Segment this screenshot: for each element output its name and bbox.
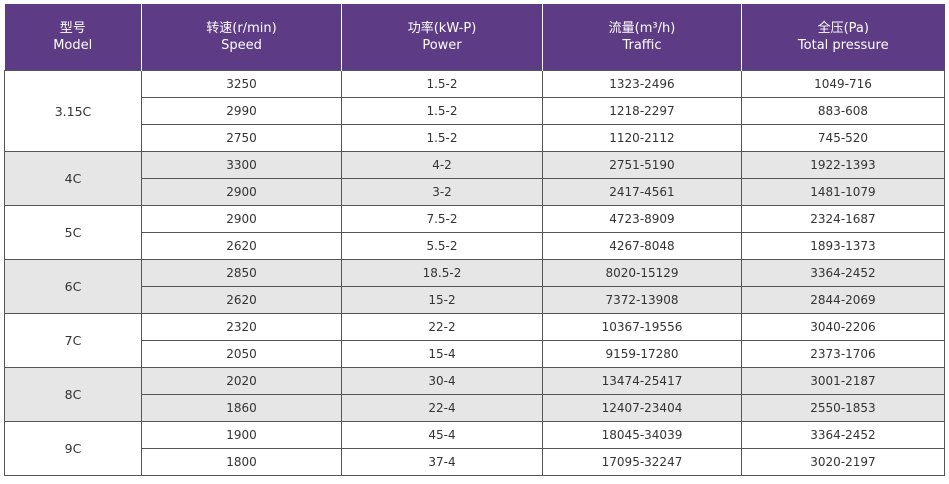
traffic-cell: 8020-15129 <box>542 259 742 287</box>
traffic-cell: 10367-19556 <box>542 313 742 341</box>
power-cell: 45-4 <box>341 421 543 449</box>
speed-cell: 3300 <box>141 151 342 179</box>
pressure-cell: 3364-2452 <box>741 259 945 287</box>
speed-cell: 2050 <box>141 340 342 368</box>
power-cell: 15-4 <box>341 340 543 368</box>
power-cell: 37-4 <box>341 448 543 476</box>
pressure-cell: 2844-2069 <box>741 286 945 314</box>
pressure-cell: 2373-1706 <box>741 340 945 368</box>
header-speed-cn: 转速(r/min) <box>206 21 277 36</box>
traffic-cell: 2417-4561 <box>542 178 742 206</box>
table-row: 2620 5.5-2 4267-8048 1893-1373 <box>5 232 945 260</box>
header-speed: 转速(r/min) Speed <box>141 4 342 71</box>
pressure-cell: 3040-2206 <box>741 313 945 341</box>
speed-cell: 2620 <box>141 286 342 314</box>
traffic-cell: 2751-5190 <box>542 151 742 179</box>
model-cell: 8C <box>4 367 142 422</box>
traffic-cell: 4723-8909 <box>542 205 742 233</box>
power-cell: 30-4 <box>341 367 543 395</box>
speed-cell: 1800 <box>141 448 342 476</box>
header-power: 功率(kW-P) Power <box>341 4 543 71</box>
table-row: 6C 2850 18.5-2 8020-15129 3364-2452 <box>4 259 945 314</box>
table-row: 8C 2020 30-4 13474-25417 3001-2187 <box>4 367 945 422</box>
table-row: 2990 1.5-2 1218-2297 883-608 <box>5 97 945 125</box>
traffic-cell: 13474-25417 <box>542 367 742 395</box>
header-row: 型号 Model 转速(r/min) Speed 功率(kW-P) Power … <box>4 4 945 71</box>
model-cell: 7C <box>4 313 142 368</box>
traffic-cell: 7372-13908 <box>542 286 742 314</box>
traffic-cell: 17095-32247 <box>542 448 742 476</box>
traffic-cell: 18045-34039 <box>542 421 742 449</box>
header-model: 型号 Model <box>4 4 142 71</box>
speed-cell: 2900 <box>141 205 342 233</box>
power-cell: 4-2 <box>341 151 543 179</box>
power-cell: 22-2 <box>341 313 543 341</box>
power-cell: 15-2 <box>341 286 543 314</box>
table-row: 2620 15-2 7372-13908 2844-2069 <box>5 286 945 314</box>
pressure-cell: 883-608 <box>741 97 945 125</box>
pressure-cell: 2324-1687 <box>741 205 945 233</box>
speed-cell: 2020 <box>141 367 342 395</box>
traffic-cell: 1218-2297 <box>542 97 742 125</box>
table-row: 2050 15-4 9159-17280 2373-1706 <box>5 340 945 368</box>
traffic-cell: 9159-17280 <box>542 340 742 368</box>
power-cell: 7.5-2 <box>341 205 543 233</box>
speed-cell: 2850 <box>141 259 342 287</box>
speed-cell: 1900 <box>141 421 342 449</box>
power-cell: 18.5-2 <box>341 259 543 287</box>
power-cell: 22-4 <box>341 394 543 422</box>
speed-cell: 2750 <box>141 124 342 152</box>
header-traffic: 流量(m³/h) Traffic <box>542 4 742 71</box>
header-power-en: Power <box>422 38 462 53</box>
model-cell: 9C <box>4 421 142 476</box>
pressure-cell: 1481-1079 <box>741 178 945 206</box>
speed-cell: 3250 <box>141 70 342 98</box>
model-cell: 5C <box>4 205 142 260</box>
table-row: 4C 3300 4-2 2751-5190 1922-1393 <box>4 151 945 206</box>
table-row: 1800 37-4 17095-32247 3020-2197 <box>5 448 945 476</box>
traffic-cell: 4267-8048 <box>542 232 742 260</box>
pressure-cell: 2550-1853 <box>741 394 945 422</box>
table-row: 3.15C 3250 1.5-2 1323-2496 1049-716 <box>4 70 945 152</box>
speed-cell: 2900 <box>141 178 342 206</box>
pressure-cell: 1049-716 <box>741 70 945 98</box>
speed-cell: 2990 <box>141 97 342 125</box>
traffic-cell: 1323-2496 <box>542 70 742 98</box>
pressure-cell: 1922-1393 <box>741 151 945 179</box>
traffic-cell: 1120-2112 <box>542 124 742 152</box>
table-row: 2900 3-2 2417-4561 1481-1079 <box>5 178 945 206</box>
pressure-cell: 1893-1373 <box>741 232 945 260</box>
speed-cell: 2320 <box>141 313 342 341</box>
pressure-cell: 3364-2452 <box>741 421 945 449</box>
power-cell: 5.5-2 <box>341 232 543 260</box>
table-row: 9C 1900 45-4 18045-34039 3364-2452 <box>4 421 945 476</box>
model-cell: 3.15C <box>4 70 142 152</box>
table-row: 5C 2900 7.5-2 4723-8909 2324-1687 <box>4 205 945 260</box>
table-row: 1860 22-4 12407-23404 2550-1853 <box>5 394 945 422</box>
pressure-cell: 3020-2197 <box>741 448 945 476</box>
power-cell: 1.5-2 <box>341 70 543 98</box>
power-cell: 3-2 <box>341 178 543 206</box>
model-cell: 6C <box>4 259 142 314</box>
header-pressure-cn: 全压(Pa) <box>817 21 869 36</box>
header-pressure-en: Total pressure <box>797 38 889 53</box>
pressure-cell: 3001-2187 <box>741 367 945 395</box>
header-speed-en: Speed <box>221 38 262 53</box>
table-row: 7C 2320 22-2 10367-19556 3040-2206 <box>4 313 945 368</box>
header-model-en: Model <box>53 38 93 53</box>
power-cell: 1.5-2 <box>341 124 543 152</box>
speed-cell: 1860 <box>141 394 342 422</box>
power-cell: 1.5-2 <box>341 97 543 125</box>
header-traffic-en: Traffic <box>622 38 662 53</box>
header-traffic-cn: 流量(m³/h) <box>608 21 676 36</box>
model-cell: 4C <box>4 151 142 206</box>
header-pressure: 全压(Pa) Total pressure <box>741 4 945 71</box>
fan-spec-table: 型号 Model 转速(r/min) Speed 功率(kW-P) Power … <box>4 4 945 476</box>
traffic-cell: 12407-23404 <box>542 394 742 422</box>
table-row: 2750 1.5-2 1120-2112 745-520 <box>5 124 945 152</box>
speed-cell: 2620 <box>141 232 342 260</box>
header-model-cn: 型号 <box>59 21 86 36</box>
header-power-cn: 功率(kW-P) <box>407 21 477 36</box>
pressure-cell: 745-520 <box>741 124 945 152</box>
